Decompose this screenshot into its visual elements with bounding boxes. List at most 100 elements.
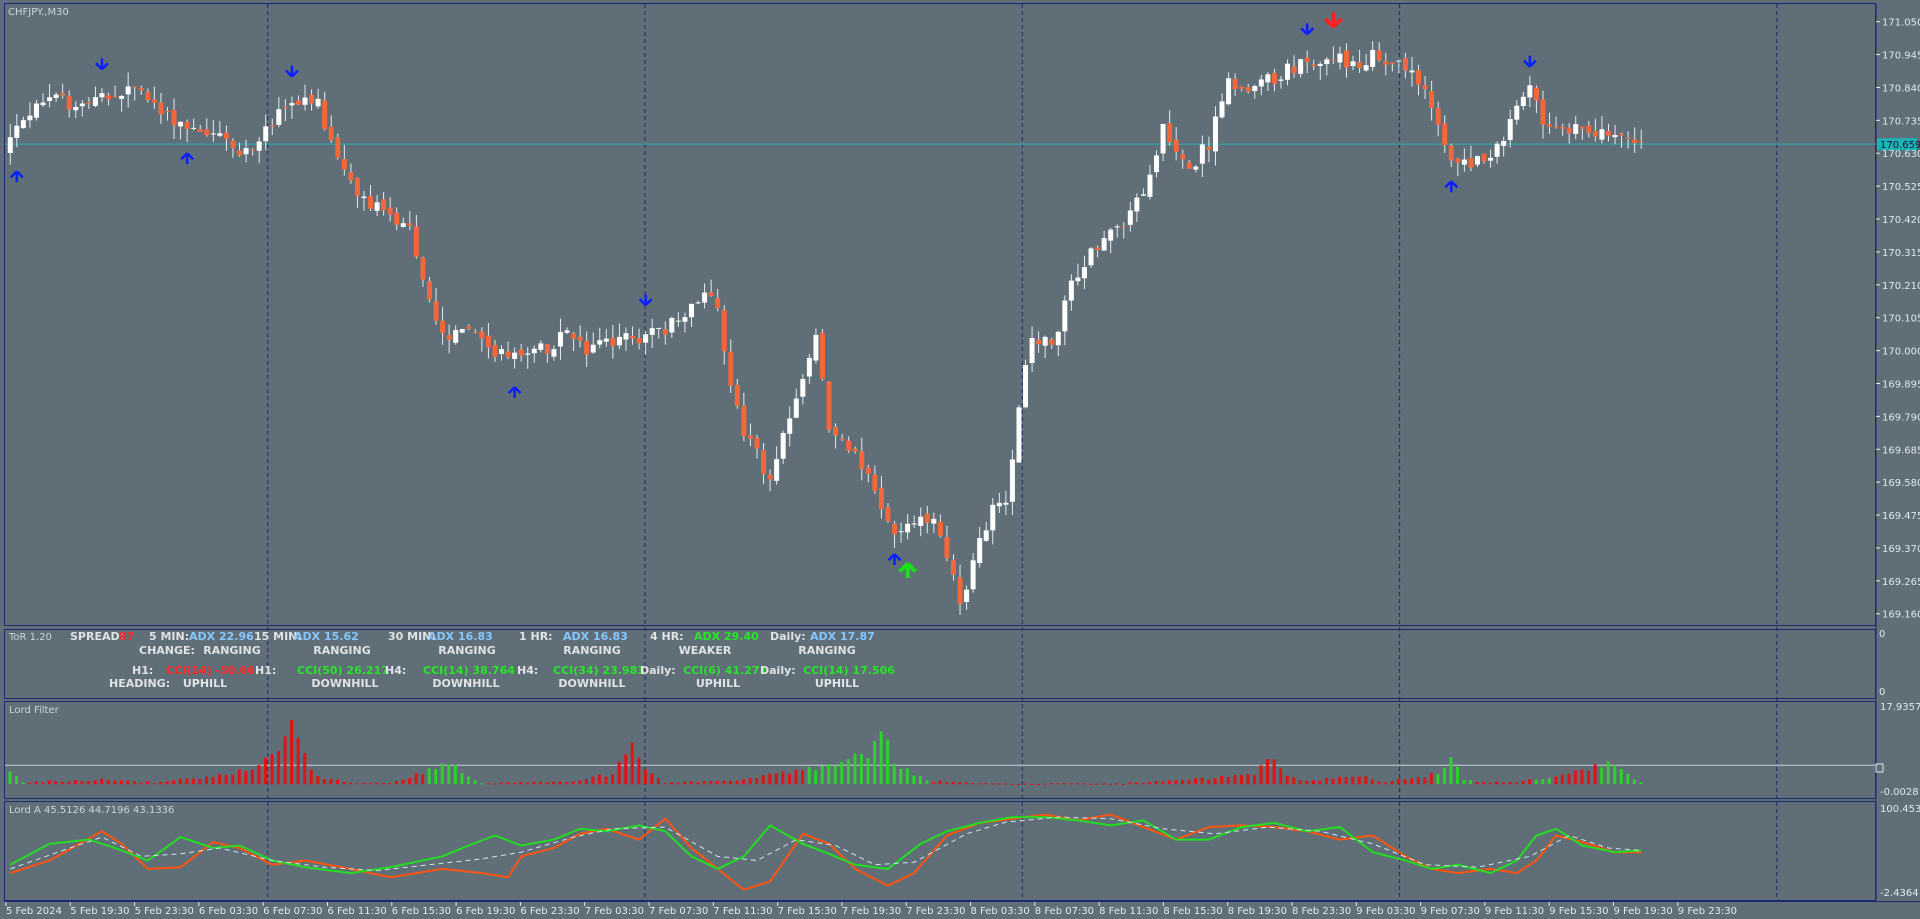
bull-candle (256, 141, 262, 151)
bull-candle (1009, 459, 1015, 502)
bear-candle (839, 438, 845, 440)
filter-bar (467, 776, 470, 785)
filter-bar (670, 782, 674, 785)
filter-bar (814, 770, 818, 785)
bear-candle (197, 129, 203, 132)
filter-bar (1285, 775, 1289, 785)
filter-bar (152, 783, 156, 785)
bull-candle (656, 327, 662, 329)
time-tick-label: 5 Feb 23:30 (135, 906, 194, 917)
bear-candle (368, 196, 374, 209)
bear-candle (950, 559, 956, 575)
bear-candle (1560, 126, 1566, 129)
bear-candle (1049, 339, 1055, 345)
bear-candle (171, 109, 177, 126)
filter-bar (552, 781, 556, 785)
bull-candle (40, 102, 46, 106)
bull-candle (1219, 101, 1225, 118)
bull-candle (682, 317, 688, 322)
filter-bar (787, 773, 791, 785)
tor-scale-top: 0 (1879, 629, 1885, 640)
signal-arrow-up (1444, 180, 1459, 193)
bull-candle (1134, 197, 1140, 212)
filter-bar (1495, 781, 1499, 785)
bear-candle (1533, 87, 1539, 101)
filter-bar (945, 782, 949, 785)
filter-bar (1600, 767, 1604, 785)
filter-bar (696, 782, 700, 785)
price-tick-label: 170.840 (1882, 83, 1920, 94)
bear-candle (878, 487, 884, 510)
bear-candle (505, 351, 511, 358)
bear-candle (466, 326, 472, 330)
bear-candle (1566, 127, 1572, 134)
bull-candle (813, 334, 819, 361)
bull-candle (1337, 53, 1343, 63)
filter-bar (349, 782, 353, 785)
price-tick-label: 170.210 (1882, 281, 1920, 292)
filter-bar (8, 771, 12, 785)
time-tick-label: 6 Feb 11:30 (328, 906, 387, 917)
filter-bar (1220, 776, 1224, 785)
tor-heading-label: DOWNHILL (311, 677, 378, 690)
price-tick-label: 169.895 (1882, 379, 1920, 390)
time-tick-label: 6 Feb 15:30 (392, 906, 451, 917)
filter-bar (322, 779, 326, 785)
price-tick-label: 170.630 (1882, 149, 1920, 160)
spread-label: SPREAD: (70, 630, 124, 643)
bear-candle (1121, 226, 1127, 228)
filter-bar (1122, 784, 1125, 786)
bull-candle (1258, 79, 1264, 87)
filter-bar (1259, 765, 1263, 785)
filter-bar (1246, 774, 1250, 785)
bear-candle (230, 140, 236, 149)
filter-bar (532, 781, 536, 785)
bull-candle (1350, 61, 1356, 67)
filter-scale-handle[interactable] (1875, 763, 1884, 773)
filter-bar (15, 775, 19, 785)
filter-bar (368, 783, 372, 785)
filter-bar (1567, 773, 1571, 785)
filter-bar (427, 768, 431, 785)
filter-bar (1469, 780, 1473, 785)
filter-bar (912, 775, 916, 785)
bear-candle (1592, 131, 1598, 137)
bear-candle (1239, 86, 1245, 89)
tor-cci-value: CCI(14) 38.764 (423, 664, 515, 677)
filter-tick-bottom: -0.0028 (1880, 787, 1919, 798)
filter-bar (761, 775, 765, 785)
price-axis: 171.050 170.945 170.840 170.735 170.630 170.5… (1876, 18, 1920, 621)
filter-bar (1462, 779, 1466, 785)
filter-bar (1482, 781, 1486, 785)
bull-candle (1029, 338, 1035, 364)
bull-candle (374, 202, 380, 211)
filter-bar (1508, 782, 1512, 785)
bear-candle (734, 384, 740, 406)
filter-bar (918, 776, 922, 785)
bull-candle (14, 125, 20, 138)
bear-candle (571, 333, 577, 339)
bull-candle (1409, 70, 1415, 73)
filter-bar (172, 780, 176, 785)
bull-candle (525, 353, 531, 355)
filter-bar (296, 737, 300, 785)
signal-arrow-down (638, 294, 653, 307)
bear-candle (485, 335, 491, 348)
filter-bar (1089, 783, 1093, 785)
bull-candle (1501, 140, 1507, 146)
filter-bar (60, 781, 64, 785)
bear-candle (132, 86, 138, 88)
bear-candle (754, 437, 760, 449)
bull-candle (1298, 59, 1304, 74)
price-tick-label: 170.315 (1882, 248, 1920, 259)
filter-bar (191, 778, 195, 785)
filter-bar (755, 778, 759, 785)
filter-bar (1292, 777, 1296, 785)
bull-candle (1507, 119, 1513, 141)
bull-candle (1527, 85, 1533, 98)
time-axis: 5 Feb 2024 5 Feb 19:30 5 Feb 23:30 6 Feb 03… (5, 902, 1737, 917)
bear-candle (610, 337, 616, 346)
tor-timeframe-label: 5 MIN: (149, 630, 189, 643)
filter-bar (1200, 777, 1204, 785)
